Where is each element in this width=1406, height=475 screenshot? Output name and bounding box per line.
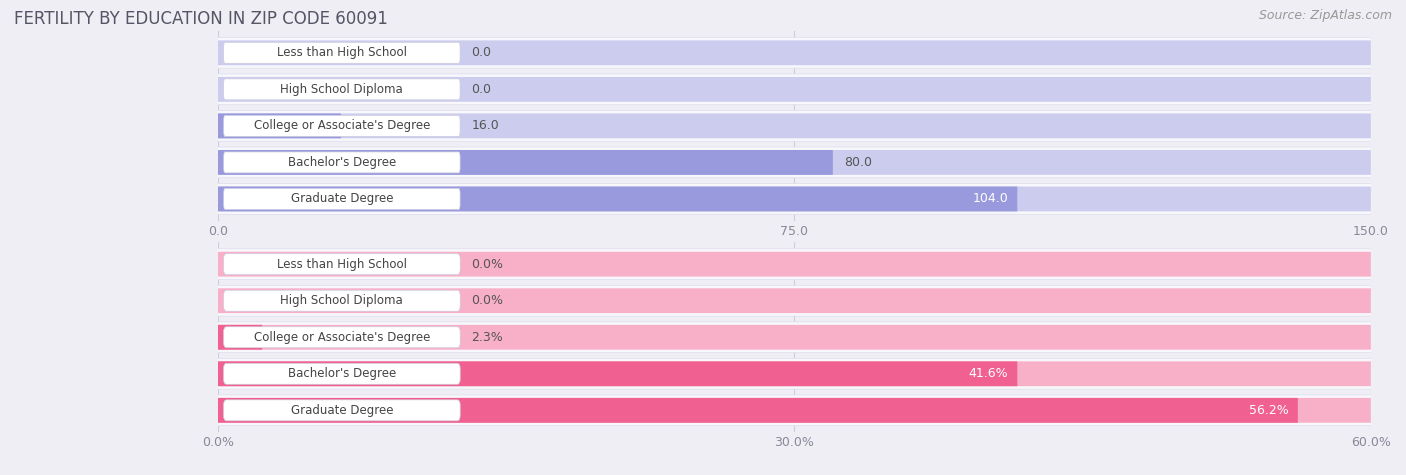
Text: Less than High School: Less than High School [277,257,406,271]
Text: Graduate Degree: Graduate Degree [291,192,394,206]
FancyBboxPatch shape [224,254,460,275]
FancyBboxPatch shape [218,398,1371,423]
Text: FERTILITY BY EDUCATION IN ZIP CODE 60091: FERTILITY BY EDUCATION IN ZIP CODE 60091 [14,10,388,28]
FancyBboxPatch shape [217,285,1372,316]
Text: Bachelor's Degree: Bachelor's Degree [288,367,396,380]
FancyBboxPatch shape [218,361,1018,386]
FancyBboxPatch shape [218,77,1371,102]
Text: 80.0: 80.0 [845,156,872,169]
FancyBboxPatch shape [224,400,460,421]
Text: 0.0%: 0.0% [471,294,503,307]
FancyBboxPatch shape [217,249,1372,279]
FancyBboxPatch shape [224,79,460,100]
FancyBboxPatch shape [218,187,1018,211]
FancyBboxPatch shape [217,38,1372,68]
Text: 2.3%: 2.3% [471,331,503,344]
FancyBboxPatch shape [218,252,1371,276]
FancyBboxPatch shape [217,322,1372,352]
Text: Source: ZipAtlas.com: Source: ZipAtlas.com [1258,10,1392,22]
FancyBboxPatch shape [217,359,1372,389]
FancyBboxPatch shape [218,325,262,350]
FancyBboxPatch shape [217,395,1372,426]
Text: Less than High School: Less than High School [277,46,406,59]
FancyBboxPatch shape [217,111,1372,141]
Text: Bachelor's Degree: Bachelor's Degree [288,156,396,169]
Text: 0.0: 0.0 [471,46,492,59]
FancyBboxPatch shape [224,189,460,209]
Text: College or Associate's Degree: College or Associate's Degree [253,119,430,133]
FancyBboxPatch shape [217,147,1372,178]
FancyBboxPatch shape [224,152,460,173]
Text: 56.2%: 56.2% [1249,404,1289,417]
Text: 0.0: 0.0 [471,83,492,96]
FancyBboxPatch shape [218,114,340,138]
FancyBboxPatch shape [218,150,832,175]
Text: 41.6%: 41.6% [969,367,1008,380]
Text: Graduate Degree: Graduate Degree [291,404,394,417]
FancyBboxPatch shape [224,115,460,136]
FancyBboxPatch shape [224,42,460,63]
Text: High School Diploma: High School Diploma [280,83,404,96]
FancyBboxPatch shape [224,363,460,384]
FancyBboxPatch shape [217,74,1372,104]
FancyBboxPatch shape [218,288,1371,313]
FancyBboxPatch shape [218,187,1371,211]
Text: High School Diploma: High School Diploma [280,294,404,307]
FancyBboxPatch shape [218,40,1371,65]
Text: 16.0: 16.0 [471,119,499,133]
FancyBboxPatch shape [218,150,1371,175]
FancyBboxPatch shape [218,361,1371,386]
FancyBboxPatch shape [218,398,1298,423]
FancyBboxPatch shape [217,184,1372,214]
Text: 0.0%: 0.0% [471,257,503,271]
Text: College or Associate's Degree: College or Associate's Degree [253,331,430,344]
Text: 104.0: 104.0 [973,192,1008,206]
FancyBboxPatch shape [224,327,460,348]
FancyBboxPatch shape [218,114,1371,138]
FancyBboxPatch shape [224,290,460,311]
FancyBboxPatch shape [218,325,1371,350]
